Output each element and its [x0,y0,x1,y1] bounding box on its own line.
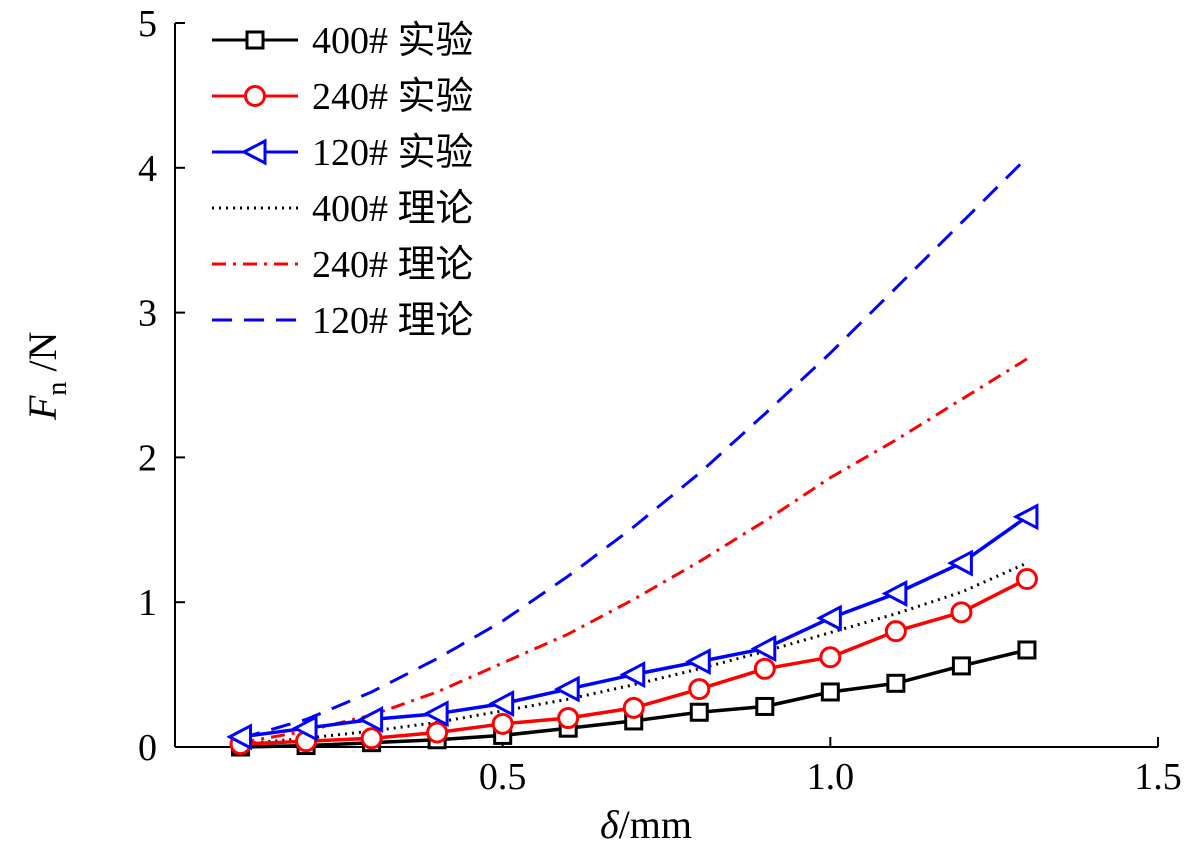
x-axis-unit: /mm [619,802,692,847]
triangle-marker [947,549,973,577]
y-axis-symbol: F [20,395,65,421]
y-tick-label: 2 [138,437,157,479]
series-2 [226,503,1039,751]
legend-label: 400# 实验 [312,20,474,62]
circle-marker [557,707,580,730]
square-marker [689,702,709,722]
circle-marker [688,678,711,701]
legend-label: 120# 实验 [312,132,474,174]
triangle-marker [619,661,646,689]
triangle-marker [685,648,711,676]
triangle-marker [291,714,318,742]
legend: 400# 实验 240# 实验 120# 实验 400# 理论 240# 理论 120# … [212,20,474,342]
x-tick-label: 1.0 [807,756,855,798]
x-tick-label: 1.5 [1134,756,1182,798]
circle-marker [950,601,973,624]
circle-marker [491,712,514,735]
triangle-marker [422,700,449,728]
x-tick-label: 0.5 [479,756,527,798]
axes: 0 1 2 3 4 5 0.5 1.0 1.5 [138,3,1182,798]
circle-marker [244,85,266,107]
square-marker [820,682,840,702]
series-layer [226,156,1039,757]
legend-item: 120# 实验 [212,132,474,174]
y-axis-label: Fn/N [20,332,73,421]
y-axis-subscript: n [42,382,73,396]
square-marker [886,673,906,693]
y-tick-label: 4 [138,148,157,190]
y-tick-label: 5 [138,3,157,45]
legend-item: 400# 实验 [212,20,474,62]
triangle-marker [750,635,777,663]
square-marker [951,656,971,676]
series-line [240,156,1028,740]
series-1 [229,568,1038,756]
x-axis-symbol: δ [600,802,620,847]
circle-marker [884,620,907,643]
square-marker [1017,640,1037,660]
square-marker [755,696,775,716]
triangle-marker [357,706,384,733]
legend-label: 120# 理论 [312,300,474,342]
legend-item: 240# 实验 [212,76,474,118]
triangle-marker [553,675,580,703]
legend-item: 400# 理论 [212,188,474,230]
triangle-marker [240,138,267,166]
legend-label: 400# 理论 [312,188,474,230]
y-tick-label: 0 [138,727,157,769]
legend-label: 240# 实验 [312,76,474,118]
y-axis-unit: /N [20,332,65,372]
triangle-marker [488,690,515,718]
triangle-marker [1012,503,1039,531]
series-4 [240,357,1028,745]
legend-label: 240# 理论 [312,244,474,286]
y-tick-label: 1 [138,582,157,624]
circle-marker [753,657,776,680]
triangle-marker [816,604,842,632]
x-axis-label: δ/mm [600,802,692,847]
series-5 [240,156,1028,740]
triangle-marker [226,723,253,751]
series-line [240,357,1028,745]
circle-marker [622,696,645,719]
y-tick-label: 3 [138,293,157,335]
circle-marker [1015,568,1038,591]
axis-labels: δ/mm Fn/N [20,332,692,847]
triangle-marker [881,580,908,607]
circle-marker [360,727,383,750]
legend-item: 240# 理论 [212,244,474,286]
legend-item: 120# 理论 [212,300,474,342]
circle-marker [819,646,842,669]
circle-marker [426,721,449,744]
square-marker [245,30,265,50]
